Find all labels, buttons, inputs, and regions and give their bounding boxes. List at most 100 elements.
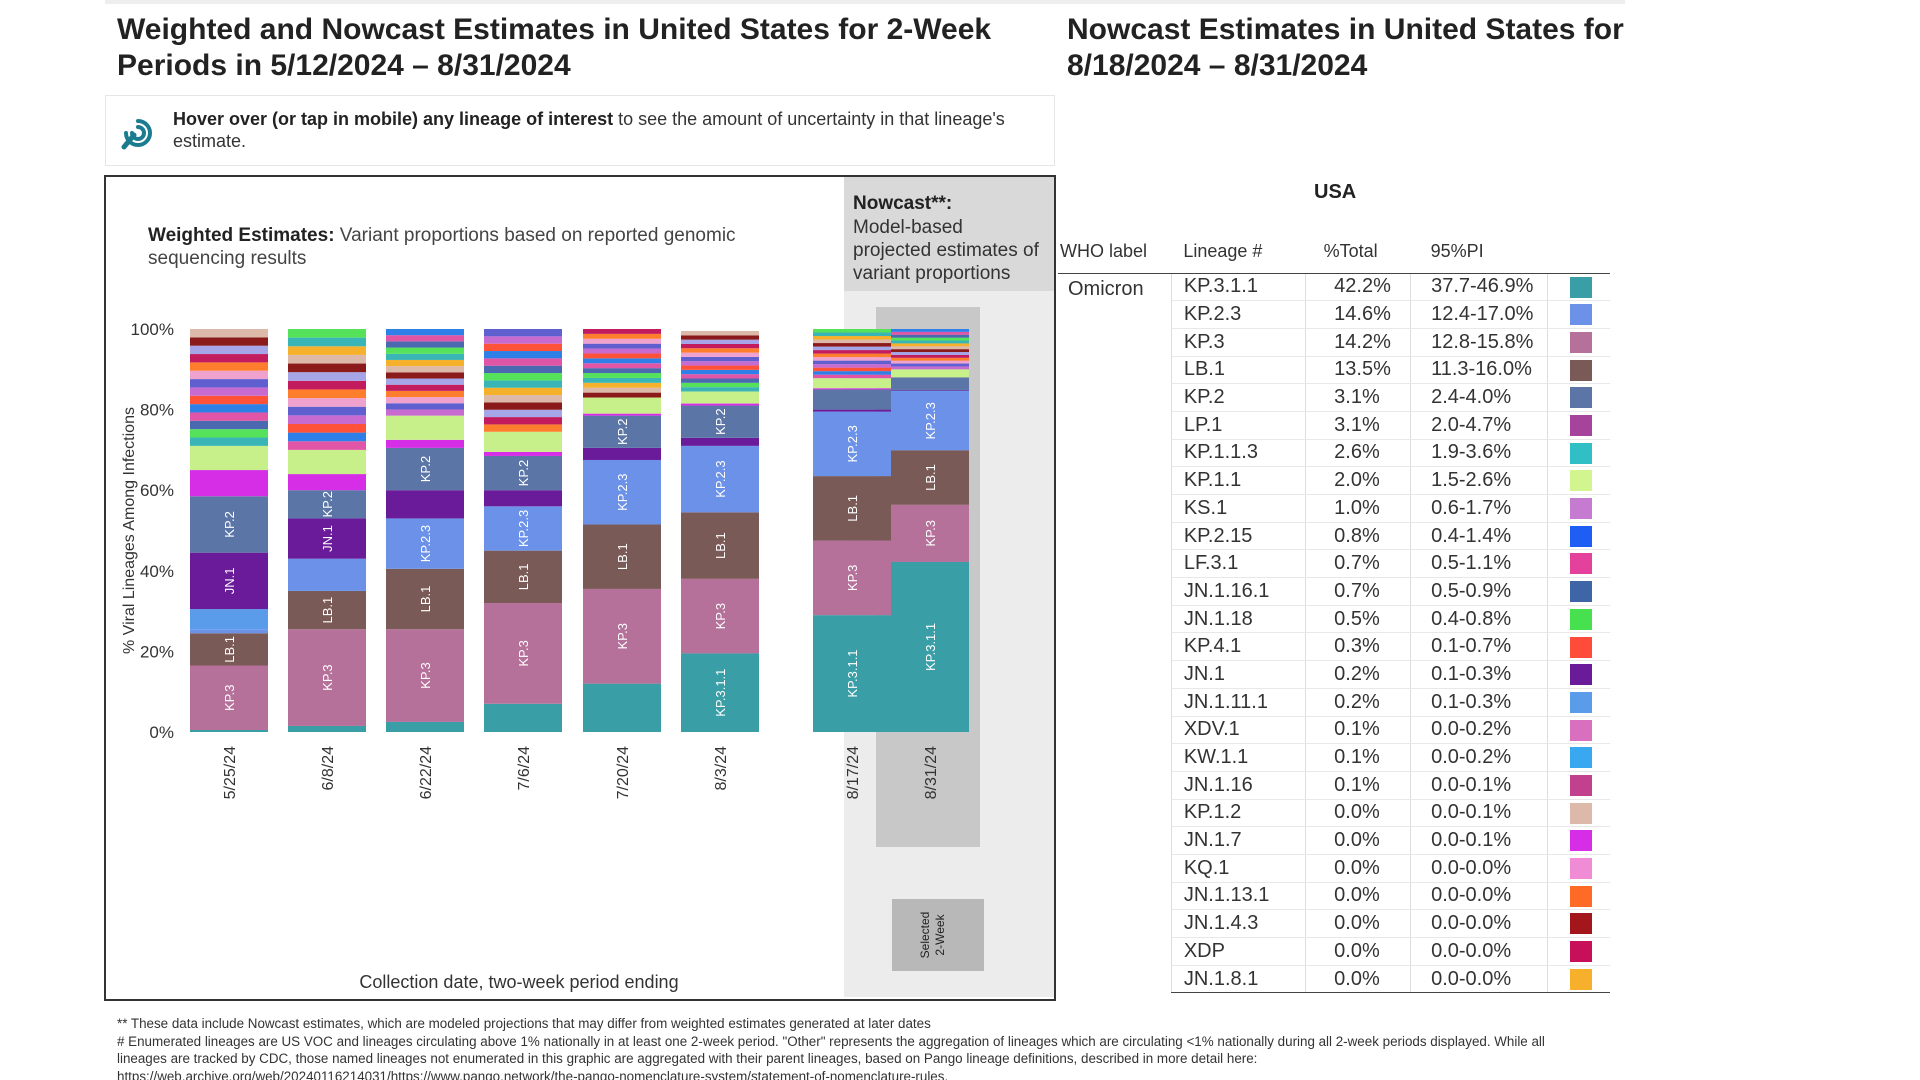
lineage-cell: LP.1 [1170, 411, 1306, 440]
table-row[interactable]: JN.1.8.1 0.0% 0.0-0.0% [1058, 965, 1610, 994]
bar-segment-remaining-lineages [386, 390, 464, 398]
total-cell: 2.0% [1305, 466, 1411, 495]
bar-segment-remaining-lineages [190, 370, 268, 380]
bar-segment-remaining-lineages [386, 409, 464, 416]
color-swatch [1569, 498, 1592, 520]
table-row[interactable]: Omicron KP.3.1.1 42.2% 37.7-46.9% [1058, 273, 1610, 302]
bar-segment-remaining-lineages [190, 437, 268, 446]
bar-segment-remaining-lineages [386, 372, 464, 379]
nowcast-label-line: variant proportions [853, 263, 1010, 284]
bar-segment-other [484, 431, 562, 452]
bar-segment-other [681, 391, 759, 404]
table-row[interactable]: XDV.1 0.1% 0.0-0.2% [1058, 716, 1610, 745]
bar-segment-remaining-lineages [288, 415, 366, 424]
bar-segment-remaining-lineages [681, 343, 759, 349]
bar-segment-other [583, 397, 661, 414]
table-row[interactable]: JN.1.7 0.0% 0.0-0.1% [1058, 826, 1610, 855]
table-row[interactable]: KP.1.2 0.0% 0.0-0.1% [1058, 799, 1610, 828]
color-cell [1546, 439, 1610, 468]
pi-cell: 11.3-16.0% [1410, 356, 1547, 385]
table-row[interactable]: KS.1 1.0% 0.6-1.7% [1058, 494, 1610, 523]
table-row[interactable]: JN.1 0.2% 0.1-0.3% [1058, 660, 1610, 689]
hover-instruction-box: Hover over (or tap in mobile) any lineag… [105, 95, 1055, 166]
color-swatch [1569, 415, 1592, 436]
table-row[interactable]: XDP 0.0% 0.0-0.0% [1058, 937, 1610, 966]
total-cell: 0.0% [1305, 799, 1411, 828]
color-swatch [1569, 581, 1592, 603]
table-row[interactable]: JN.1.16.1 0.7% 0.5-0.9% [1058, 577, 1610, 606]
table-row[interactable]: KP.4.1 0.3% 0.1-0.7% [1058, 632, 1610, 662]
bar-segment-label: KP.3 [713, 603, 728, 630]
y-tick-label: 60% [140, 481, 174, 500]
lineage-cell: KQ.1 [1170, 854, 1306, 883]
bar-segment-jn-1-11-1 [891, 390, 969, 392]
bar-segment-jn-1-11-1 [190, 609, 268, 630]
table-row[interactable]: LB.1 13.5% 11.3-16.0% [1058, 356, 1610, 385]
table-row[interactable]: JN.1.18 0.5% 0.4-0.8% [1058, 605, 1610, 634]
footnote-line: ** These data include Nowcast estimates,… [117, 1016, 931, 1031]
color-cell [1546, 965, 1610, 994]
table-row[interactable]: KP.3 14.2% 12.8-15.8% [1058, 328, 1610, 357]
bar-segment-remaining-lineages [681, 387, 759, 392]
color-cell [1546, 605, 1610, 634]
table-row[interactable]: KW.1.1 0.1% 0.0-0.2% [1058, 743, 1610, 772]
table-row[interactable]: JN.1.4.3 0.0% 0.0-0.0% [1058, 909, 1610, 938]
stacked-bar-chart: Weighted Estimates: Variant proportions … [104, 175, 1056, 1001]
bar-segment-lb-1 [891, 450, 969, 505]
pi-cell: 0.0-0.0% [1410, 854, 1547, 883]
bar-segment-label: LB.1 [923, 464, 938, 491]
color-cell [1546, 799, 1610, 828]
bar-segment-remaining-lineages [484, 395, 562, 403]
bar-segment-kp-3 [484, 603, 562, 704]
table-row[interactable]: KP.1.1 2.0% 1.5-2.6% [1058, 466, 1610, 495]
bar-segment-remaining-lineages [891, 363, 969, 367]
bar-segment-remaining-lineages [813, 371, 891, 375]
table-row[interactable]: KP.2 3.1% 2.4-4.0% [1058, 383, 1610, 412]
table-row[interactable]: JN.1.11.1 0.2% 0.1-0.3% [1058, 688, 1610, 717]
bar-segment-remaining-lineages [288, 398, 366, 407]
pi-cell: 0.0-0.1% [1410, 826, 1547, 855]
bar-segment-remaining-lineages [386, 347, 464, 354]
total-cell: 0.2% [1305, 688, 1411, 717]
bar-segment-remaining-lineages [813, 332, 891, 337]
bar-segment-remaining-lineages [288, 354, 366, 364]
bar-segment-remaining-lineages [813, 343, 891, 347]
table-row[interactable]: LF.3.1 0.7% 0.5-1.1% [1058, 549, 1610, 579]
weighted-label-bold: Weighted Estimates: [148, 225, 335, 246]
bar-segment-label: LB.1 [418, 586, 433, 613]
table-row[interactable]: JN.1.13.1 0.0% 0.0-0.0% [1058, 882, 1610, 911]
nowcast-header-bg [844, 177, 1054, 291]
table-row[interactable]: KP.1.1.3 2.6% 1.9-3.6% [1058, 439, 1610, 468]
table-row[interactable]: LP.1 3.1% 2.0-4.7% [1058, 411, 1610, 440]
bar-segment-kp-2-3 [681, 445, 759, 513]
table-row[interactable]: KP.2.15 0.8% 0.4-1.4% [1058, 522, 1610, 551]
bar-segment-remaining-lineages [288, 372, 366, 381]
color-cell [1546, 716, 1610, 745]
bar-segment-kp-2-3 [288, 558, 366, 591]
table-row[interactable]: KP.2.3 14.6% 12.4-17.0% [1058, 300, 1610, 329]
total-cell: 0.5% [1305, 605, 1411, 634]
lineage-cell: XDV.1 [1170, 716, 1306, 745]
color-cell [1546, 826, 1610, 855]
bar-segment-remaining-lineages [386, 366, 464, 373]
bar-segment-remaining-lineages [681, 352, 759, 357]
nowcast-table: WHO label Lineage # %Total 95%PI Omicron… [1058, 231, 1610, 994]
bar-segment-remaining-lineages [681, 348, 759, 353]
bar-segment-jn-1 [288, 518, 366, 559]
table-row[interactable]: KQ.1 0.0% 0.0-0.0% [1058, 854, 1610, 883]
bar-segment-label: KP.3 [923, 520, 938, 547]
color-swatch [1569, 941, 1592, 963]
bar-segment-remaining-lineages [583, 329, 661, 334]
pi-cell: 0.4-1.4% [1410, 522, 1547, 551]
header-who-label: WHO label [1058, 231, 1172, 274]
bar-segment-label: LB.1 [713, 532, 728, 559]
lineage-cell: KP.2.15 [1170, 522, 1306, 551]
lineage-cell: JN.1.4.3 [1170, 909, 1306, 938]
lineage-cell: KP.4.1 [1170, 632, 1306, 662]
selected-2week-box [892, 899, 984, 971]
table-row[interactable]: JN.1.16 0.1% 0.0-0.1% [1058, 771, 1610, 800]
bar-segment-kp-3 [386, 629, 464, 722]
bar-segment-remaining-lineages [891, 354, 969, 358]
color-cell [1546, 466, 1610, 495]
bar-segment-remaining-lineages [681, 356, 759, 362]
